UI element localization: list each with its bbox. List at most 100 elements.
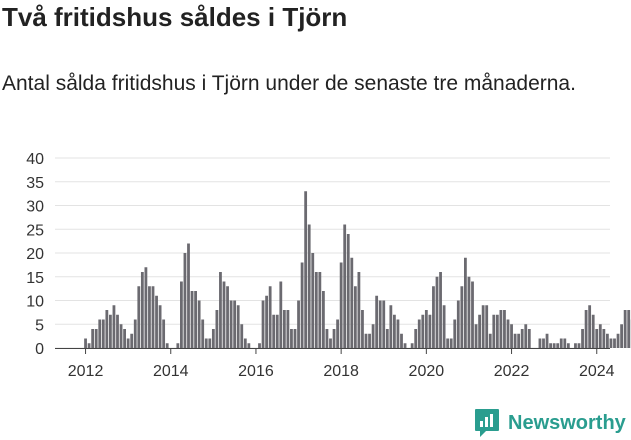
bar[interactable] <box>276 315 279 348</box>
bar[interactable] <box>294 329 297 348</box>
bar[interactable] <box>240 324 243 348</box>
bar[interactable] <box>613 339 616 349</box>
bar[interactable] <box>95 329 98 348</box>
bar[interactable] <box>443 305 446 348</box>
bar[interactable] <box>226 286 229 348</box>
bar[interactable] <box>311 253 314 348</box>
bar[interactable] <box>382 301 385 349</box>
bar[interactable] <box>315 272 318 348</box>
bar[interactable] <box>368 334 371 348</box>
bar[interactable] <box>492 315 495 348</box>
bar[interactable] <box>194 291 197 348</box>
bar[interactable] <box>457 301 460 349</box>
bar[interactable] <box>539 339 542 349</box>
bar[interactable] <box>205 339 208 349</box>
bar[interactable] <box>453 320 456 349</box>
bar[interactable] <box>446 339 449 349</box>
bar[interactable] <box>414 329 417 348</box>
bar[interactable] <box>148 286 151 348</box>
bar[interactable] <box>620 324 623 348</box>
bar[interactable] <box>98 320 101 349</box>
bar[interactable] <box>162 320 165 349</box>
bar[interactable] <box>514 334 517 348</box>
bar[interactable] <box>329 339 332 349</box>
bar[interactable] <box>201 320 204 349</box>
bar[interactable] <box>365 334 368 348</box>
bar[interactable] <box>563 339 566 349</box>
bar[interactable] <box>326 329 329 348</box>
bar[interactable] <box>279 282 282 349</box>
bar[interactable] <box>528 329 531 348</box>
bar[interactable] <box>464 258 467 348</box>
bar[interactable] <box>262 301 265 349</box>
bar[interactable] <box>155 296 158 348</box>
bar[interactable] <box>372 324 375 348</box>
bar[interactable] <box>592 315 595 348</box>
bar[interactable] <box>553 343 556 348</box>
bar[interactable] <box>141 272 144 348</box>
bar[interactable] <box>450 339 453 349</box>
bar[interactable] <box>123 329 126 348</box>
bar[interactable] <box>418 320 421 349</box>
bar[interactable] <box>230 301 233 349</box>
bar[interactable] <box>120 324 123 348</box>
bar[interactable] <box>397 320 400 349</box>
bar[interactable] <box>191 291 194 348</box>
bar[interactable] <box>308 225 311 349</box>
bar[interactable] <box>343 225 346 349</box>
bar[interactable] <box>482 305 485 348</box>
bar[interactable] <box>102 320 105 349</box>
bar[interactable] <box>578 343 581 348</box>
bar[interactable] <box>145 267 148 348</box>
bar[interactable] <box>606 334 609 348</box>
bar[interactable] <box>439 272 442 348</box>
bar[interactable] <box>216 310 219 348</box>
bar[interactable] <box>265 296 268 348</box>
bar[interactable] <box>404 343 407 348</box>
bar[interactable] <box>198 301 201 349</box>
bar[interactable] <box>152 286 155 348</box>
bar[interactable] <box>166 343 169 348</box>
bar[interactable] <box>602 329 605 348</box>
bar[interactable] <box>272 315 275 348</box>
bar[interactable] <box>599 324 602 348</box>
bar[interactable] <box>219 272 222 348</box>
bar[interactable] <box>507 320 510 349</box>
bar[interactable] <box>389 305 392 348</box>
bar[interactable] <box>109 315 112 348</box>
bar[interactable] <box>588 305 591 348</box>
bar[interactable] <box>184 253 187 348</box>
bar[interactable] <box>567 343 570 348</box>
bar[interactable] <box>485 305 488 348</box>
bar[interactable] <box>297 301 300 349</box>
bar[interactable] <box>212 329 215 348</box>
bar[interactable] <box>510 324 513 348</box>
bar[interactable] <box>290 329 293 348</box>
bar[interactable] <box>627 310 630 348</box>
bar[interactable] <box>113 305 116 348</box>
bar[interactable] <box>581 329 584 348</box>
bar[interactable] <box>244 339 247 349</box>
bar[interactable] <box>116 315 119 348</box>
bar[interactable] <box>318 272 321 348</box>
bar[interactable] <box>358 272 361 348</box>
bar[interactable] <box>393 315 396 348</box>
bar[interactable] <box>503 310 506 348</box>
bar[interactable] <box>379 301 382 349</box>
bar[interactable] <box>429 315 432 348</box>
bar[interactable] <box>247 343 250 348</box>
bar[interactable] <box>187 244 190 349</box>
bar[interactable] <box>350 258 353 348</box>
bar[interactable] <box>386 329 389 348</box>
bar[interactable] <box>287 310 290 348</box>
bar[interactable] <box>411 343 414 348</box>
bar[interactable] <box>304 191 307 348</box>
bar[interactable] <box>624 310 627 348</box>
bar[interactable] <box>542 339 545 349</box>
bar[interactable] <box>460 286 463 348</box>
bar[interactable] <box>468 277 471 348</box>
bar[interactable] <box>471 282 474 349</box>
bar[interactable] <box>574 343 577 348</box>
bar[interactable] <box>610 339 613 349</box>
bar[interactable] <box>333 329 336 348</box>
